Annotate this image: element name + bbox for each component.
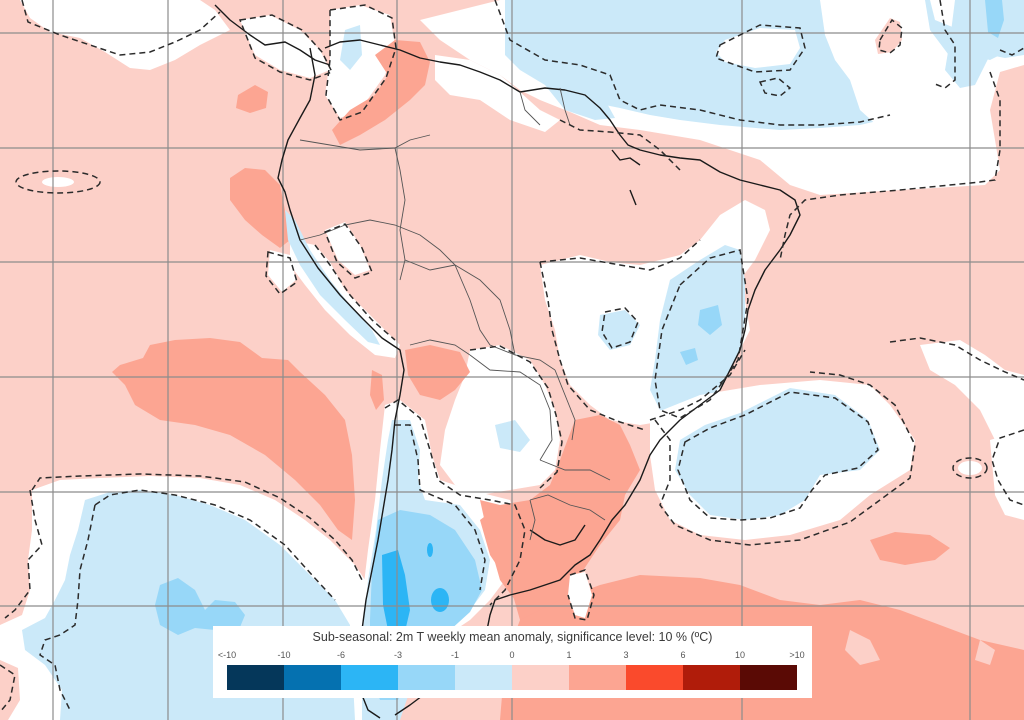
country-borders: [299, 87, 611, 541]
tick-label: >10: [789, 650, 805, 660]
legend-tick-labels: <-10 -10 -6 -3 -1 0 1 3 6 10 >10: [213, 650, 812, 662]
tick-label: -10: [277, 650, 291, 660]
tick-label: 0: [509, 650, 515, 660]
brazil-anomaly-region: [268, 200, 770, 495]
colorbar: [227, 665, 797, 690]
colorbar-segment: [455, 665, 512, 690]
tick-label: 6: [680, 650, 686, 660]
colorbar-segment: [341, 665, 398, 690]
tick-label: -1: [450, 650, 460, 660]
colorbar-segment: [740, 665, 797, 690]
colorbar-segment: [398, 665, 455, 690]
south-atlantic-cold-region: [650, 380, 915, 540]
coastlines: [214, 4, 801, 719]
tick-label: 1: [566, 650, 572, 660]
colorbar-segment: [284, 665, 341, 690]
legend-title: Sub-seasonal: 2m T weekly mean anomaly, …: [312, 630, 713, 644]
southeast-pacific-warm-tongue: [112, 338, 355, 540]
warm-anomaly-patches-north: [230, 40, 430, 248]
colorbar-segment: [626, 665, 683, 690]
warm-patch: [480, 500, 525, 600]
tick-label: -6: [336, 650, 346, 660]
bolivia-warm-patch: [405, 345, 470, 400]
colorbar-segment: [683, 665, 740, 690]
colorbar-legend: Sub-seasonal: 2m T weekly mean anomaly, …: [213, 626, 812, 698]
tick-label: -3: [393, 650, 403, 660]
tick-label: 10: [734, 650, 746, 660]
colorbar-segment: [227, 665, 284, 690]
colorbar-segment: [569, 665, 626, 690]
warm-patch: [370, 370, 384, 410]
colorbar-segment: [512, 665, 569, 690]
tick-label: 3: [623, 650, 629, 660]
tick-label: <-10: [217, 650, 237, 660]
